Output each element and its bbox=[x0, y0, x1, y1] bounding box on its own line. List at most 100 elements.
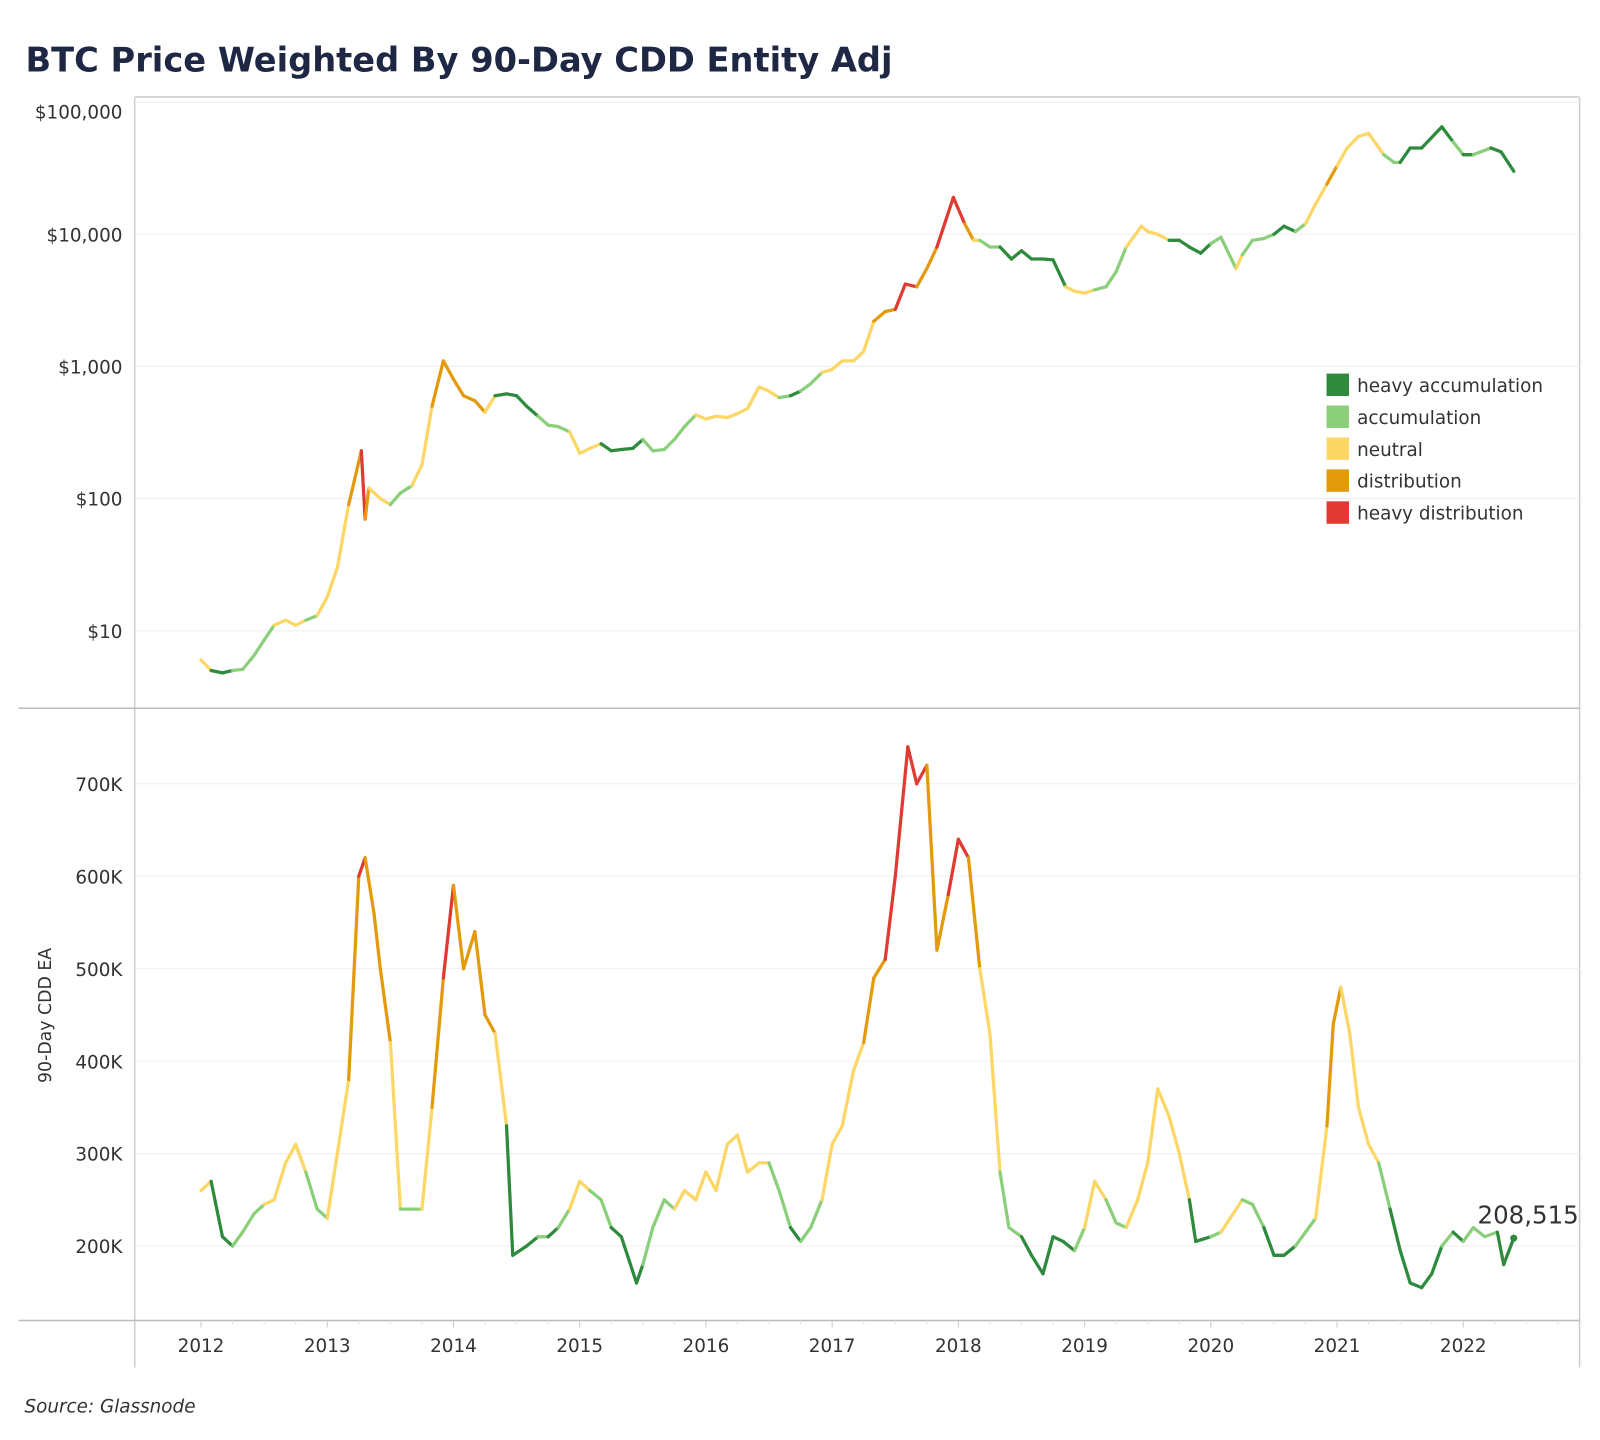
cdd-line-segment bbox=[578, 1179, 592, 1193]
price-line-segment bbox=[872, 310, 887, 323]
x-tick-label: 2013 bbox=[304, 1336, 351, 1357]
cdd-line-segment bbox=[1262, 1225, 1276, 1257]
price-line-segment bbox=[1471, 146, 1493, 157]
cdd-line-segment bbox=[694, 1170, 708, 1202]
price-line-segment bbox=[903, 282, 919, 289]
y-tick-label: $10 bbox=[87, 622, 122, 643]
price-line-segment bbox=[388, 491, 403, 507]
y-tick-label: $100,000 bbox=[35, 102, 123, 123]
price-line-segment bbox=[473, 399, 487, 414]
cdd-line-segment bbox=[725, 1133, 740, 1146]
cdd-line-segment bbox=[906, 745, 919, 786]
y-tick-label: $1,000 bbox=[58, 358, 122, 379]
price-line-segment bbox=[1366, 131, 1386, 157]
x-tick-label: 2014 bbox=[430, 1336, 477, 1357]
cdd-line-segment bbox=[1007, 1225, 1024, 1239]
cdd-line-segment bbox=[441, 883, 456, 980]
price-line-segment bbox=[283, 618, 298, 627]
cdd-line-segment bbox=[315, 1207, 329, 1220]
cdd-line-segment bbox=[788, 1225, 803, 1244]
cdd-line-segment bbox=[1240, 1198, 1255, 1207]
cdd-line-segment bbox=[851, 1041, 866, 1073]
cdd-line-segment bbox=[1146, 1087, 1160, 1165]
price-line-segment bbox=[567, 430, 582, 456]
price-line-segment bbox=[1262, 232, 1276, 241]
cdd-line-segment bbox=[1082, 1179, 1097, 1230]
price-line-segment bbox=[1451, 140, 1465, 157]
price-line-segment bbox=[294, 618, 308, 627]
price-line-segment bbox=[1345, 134, 1361, 150]
y-axis-label: 90-Day CDD EA bbox=[36, 948, 56, 1083]
price-line-segment bbox=[451, 377, 466, 398]
cdd-line-segment bbox=[504, 1124, 515, 1257]
cdd-line-segment bbox=[220, 1235, 235, 1248]
cdd-line-segment bbox=[893, 745, 910, 878]
cdd-line-segment bbox=[599, 1198, 613, 1230]
cdd-line-segment bbox=[325, 1151, 339, 1220]
price-line-segment bbox=[820, 367, 834, 375]
cdd-line-segment bbox=[473, 930, 487, 1017]
price-line-segment bbox=[1234, 253, 1244, 271]
cdd-line-segment bbox=[1114, 1221, 1128, 1230]
cdd-line-segment bbox=[609, 1225, 623, 1239]
cdd-line-segment bbox=[511, 1244, 529, 1257]
price-line-segment bbox=[1398, 146, 1412, 164]
cdd-line-segment bbox=[1187, 1198, 1198, 1244]
price-line-segment bbox=[662, 437, 677, 452]
cdd-line-segment bbox=[872, 957, 887, 980]
price-line-segment bbox=[252, 638, 266, 658]
cdd-line-segment bbox=[1430, 1244, 1444, 1276]
price-line-segment bbox=[578, 446, 592, 456]
cdd-line-segment bbox=[634, 1262, 645, 1285]
legend-swatch bbox=[1326, 437, 1349, 460]
price-line-segment bbox=[241, 653, 256, 672]
cdd-line-segment bbox=[1282, 1244, 1298, 1257]
x-tick-label: 2012 bbox=[178, 1336, 225, 1357]
cdd-line-segment bbox=[1177, 1151, 1192, 1202]
cdd-line-segment bbox=[1093, 1179, 1108, 1202]
cdd-line-segment bbox=[1209, 1230, 1223, 1239]
cdd-line-segment bbox=[525, 1235, 540, 1248]
y-tick-label: 300K bbox=[75, 1145, 123, 1166]
price-line-segment bbox=[1313, 182, 1329, 206]
price-line-segment bbox=[963, 222, 976, 242]
price-line-segment bbox=[714, 414, 729, 420]
cdd-line-segment bbox=[935, 893, 950, 952]
cdd-line-segment bbox=[956, 837, 971, 860]
x-tick-label: 2017 bbox=[809, 1336, 856, 1357]
price-line-segment bbox=[504, 392, 519, 398]
price-line-segment bbox=[588, 442, 603, 451]
chart-title: BTC Price Weighted By 90-Day CDD Entity … bbox=[26, 41, 893, 80]
price-line-segment bbox=[230, 667, 245, 673]
cdd-line-segment bbox=[388, 1041, 403, 1211]
price-line-segment bbox=[398, 484, 414, 495]
cdd-line-segment bbox=[925, 763, 939, 952]
cdd-line-segment bbox=[1194, 1235, 1213, 1244]
cdd-line-segment bbox=[1348, 1031, 1361, 1109]
cdd-line-segment bbox=[1313, 1124, 1329, 1220]
price-line-segment bbox=[1240, 238, 1255, 257]
cdd-line-segment bbox=[1471, 1225, 1487, 1239]
cdd-line-segment bbox=[809, 1198, 824, 1230]
price-line-segment bbox=[1250, 236, 1266, 242]
price-line-segment bbox=[619, 446, 635, 452]
price-line-segment bbox=[1303, 202, 1318, 226]
price-line-segment bbox=[1282, 224, 1298, 234]
price-line-segment bbox=[1293, 222, 1308, 234]
cdd-line-segment bbox=[672, 1188, 687, 1211]
price-line-segment bbox=[1187, 245, 1203, 255]
price-line-segment bbox=[998, 245, 1014, 261]
price-line-segment bbox=[410, 463, 424, 488]
price-line-segment bbox=[483, 394, 497, 414]
price-line-segment bbox=[1219, 235, 1238, 271]
price-line-segment bbox=[1499, 150, 1516, 173]
cdd-line-segment bbox=[1377, 1161, 1392, 1211]
price-line-segment bbox=[325, 566, 339, 599]
cdd-line-segment bbox=[641, 1225, 655, 1267]
x-tick-label: 2016 bbox=[683, 1336, 730, 1357]
price-line-segment bbox=[682, 413, 698, 429]
price-line-segment bbox=[694, 413, 708, 421]
price-line-segment bbox=[767, 389, 781, 400]
cdd-line-segment bbox=[651, 1198, 666, 1230]
cdd-line-segment bbox=[1156, 1087, 1171, 1119]
